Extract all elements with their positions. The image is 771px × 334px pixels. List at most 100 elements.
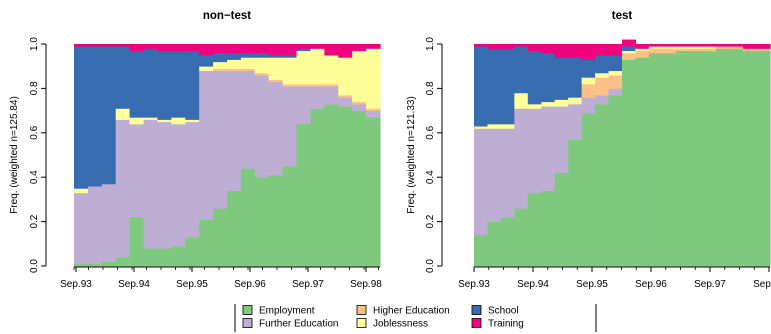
area-segment-school bbox=[527, 50, 542, 105]
area-segment-joblessness bbox=[568, 97, 583, 105]
area-segment-employment bbox=[143, 248, 159, 267]
area-segment-school bbox=[608, 55, 623, 72]
area-segment-training bbox=[581, 44, 596, 60]
area-segment-further-education bbox=[296, 86, 312, 125]
area-segment-employment bbox=[608, 95, 623, 267]
area-segment-further-education bbox=[338, 97, 353, 107]
area-segment-joblessness bbox=[595, 72, 610, 78]
area-segment-employment bbox=[541, 190, 556, 267]
x-tick-label: Sep.98 bbox=[753, 279, 771, 290]
area-segment-training bbox=[662, 44, 677, 47]
area-segment-joblessness bbox=[143, 117, 159, 120]
area-segment-higher-education bbox=[240, 68, 256, 72]
area-segment-training bbox=[227, 44, 242, 54]
area-segment-further-education bbox=[568, 103, 583, 140]
area-segment-school bbox=[87, 46, 103, 187]
area-segment-employment bbox=[648, 52, 663, 267]
area-segment-training bbox=[366, 44, 381, 49]
area-segment-further-education bbox=[324, 86, 339, 105]
chart-title: test bbox=[612, 10, 633, 22]
area-segment-joblessness bbox=[648, 46, 663, 49]
area-segment-further-education bbox=[366, 110, 381, 118]
legend-item: Training bbox=[471, 318, 524, 330]
area-segment-joblessness bbox=[352, 50, 367, 103]
area-segment-employment bbox=[268, 174, 284, 267]
legend-swatch bbox=[356, 318, 367, 328]
area-segment-further-education bbox=[514, 108, 529, 209]
area-segment-joblessness bbox=[541, 101, 556, 107]
area-segment-joblessness bbox=[199, 66, 214, 72]
legend-item: Joblessness bbox=[356, 318, 428, 330]
area-segment-further-education bbox=[227, 70, 242, 191]
area-segment-employment bbox=[689, 50, 704, 267]
area-segment-higher-education bbox=[352, 101, 367, 105]
area-segment-joblessness bbox=[282, 57, 298, 85]
area-segment-school bbox=[568, 57, 583, 98]
area-segment-further-education bbox=[527, 108, 542, 194]
area-segment-further-education bbox=[185, 121, 200, 238]
x-tick-label: Sep.96 bbox=[234, 279, 266, 290]
area-segment-further-education bbox=[310, 86, 325, 109]
area-segment-further-education bbox=[129, 123, 145, 218]
y-tick-label: 0.4 bbox=[425, 170, 436, 184]
area-segment-training bbox=[716, 44, 731, 47]
area-segment-school bbox=[213, 52, 228, 63]
area-segment-employment bbox=[595, 103, 610, 267]
x-tick-label: Sep.97 bbox=[694, 279, 726, 290]
area-segment-joblessness bbox=[129, 117, 145, 125]
area-segment-training bbox=[254, 44, 270, 54]
legend-item: Further Education bbox=[242, 318, 339, 330]
area-segment-employment bbox=[185, 237, 200, 267]
area-segment-higher-education bbox=[268, 79, 284, 83]
legend-label: Training bbox=[488, 319, 524, 330]
area-segment-higher-education bbox=[366, 108, 381, 111]
area-segment-joblessness bbox=[213, 61, 228, 69]
area-segment-higher-education bbox=[702, 48, 717, 52]
legend-label: Further Education bbox=[259, 319, 339, 330]
x-tick-label: Sep.95 bbox=[576, 279, 608, 290]
area-segment-further-education bbox=[541, 106, 556, 191]
area-segment-further-education bbox=[608, 88, 623, 96]
area-segment-training bbox=[296, 44, 312, 49]
area-segment-employment bbox=[716, 48, 731, 267]
area-segment-school bbox=[157, 50, 172, 120]
area-segment-higher-education bbox=[581, 83, 596, 98]
area-segment-training bbox=[729, 44, 744, 47]
area-segment-school bbox=[296, 48, 312, 52]
y-tick-label: 0.6 bbox=[425, 125, 436, 139]
area-segment-employment bbox=[743, 50, 758, 267]
area-segment-joblessness bbox=[635, 48, 650, 52]
area-segment-joblessness bbox=[366, 48, 381, 109]
area-segment-training bbox=[635, 44, 650, 49]
area-segment-joblessness bbox=[608, 70, 623, 76]
x-tick-label: Sep.94 bbox=[118, 279, 150, 290]
area-segment-employment bbox=[199, 219, 214, 267]
area-segment-employment bbox=[171, 246, 186, 267]
area-segment-school bbox=[581, 59, 596, 78]
area-segment-employment bbox=[282, 166, 298, 267]
area-segment-employment bbox=[352, 110, 367, 267]
area-segment-joblessness bbox=[185, 119, 200, 123]
area-segment-further-education bbox=[143, 119, 159, 249]
y-tick-label: 0.2 bbox=[29, 214, 40, 228]
area-segment-higher-education bbox=[689, 48, 704, 52]
y-tick-label: 0.0 bbox=[425, 259, 436, 273]
area-segment-employment bbox=[310, 108, 325, 267]
stacked-area-plot: 0.0 0.2 0.4 0.6 0.8 1.0 Sep.93 Sep.94 Sep.95 Sep.… bbox=[425, 37, 771, 290]
area-segment-training bbox=[500, 44, 515, 49]
area-segment-training bbox=[185, 44, 200, 52]
area-segment-employment bbox=[474, 234, 489, 267]
area-segment-school bbox=[254, 52, 270, 58]
area-segment-training bbox=[756, 44, 771, 49]
area-segment-training bbox=[541, 44, 556, 54]
area-segment-employment bbox=[487, 221, 502, 267]
area-segment-school bbox=[74, 46, 89, 189]
area-segment-training bbox=[240, 44, 256, 54]
area-segment-employment bbox=[675, 50, 690, 267]
area-segment-employment bbox=[254, 177, 270, 267]
area-segment-school bbox=[227, 52, 242, 60]
legend-item: School bbox=[471, 305, 519, 317]
area-segment-employment bbox=[101, 261, 117, 267]
area-segment-training bbox=[702, 44, 717, 47]
